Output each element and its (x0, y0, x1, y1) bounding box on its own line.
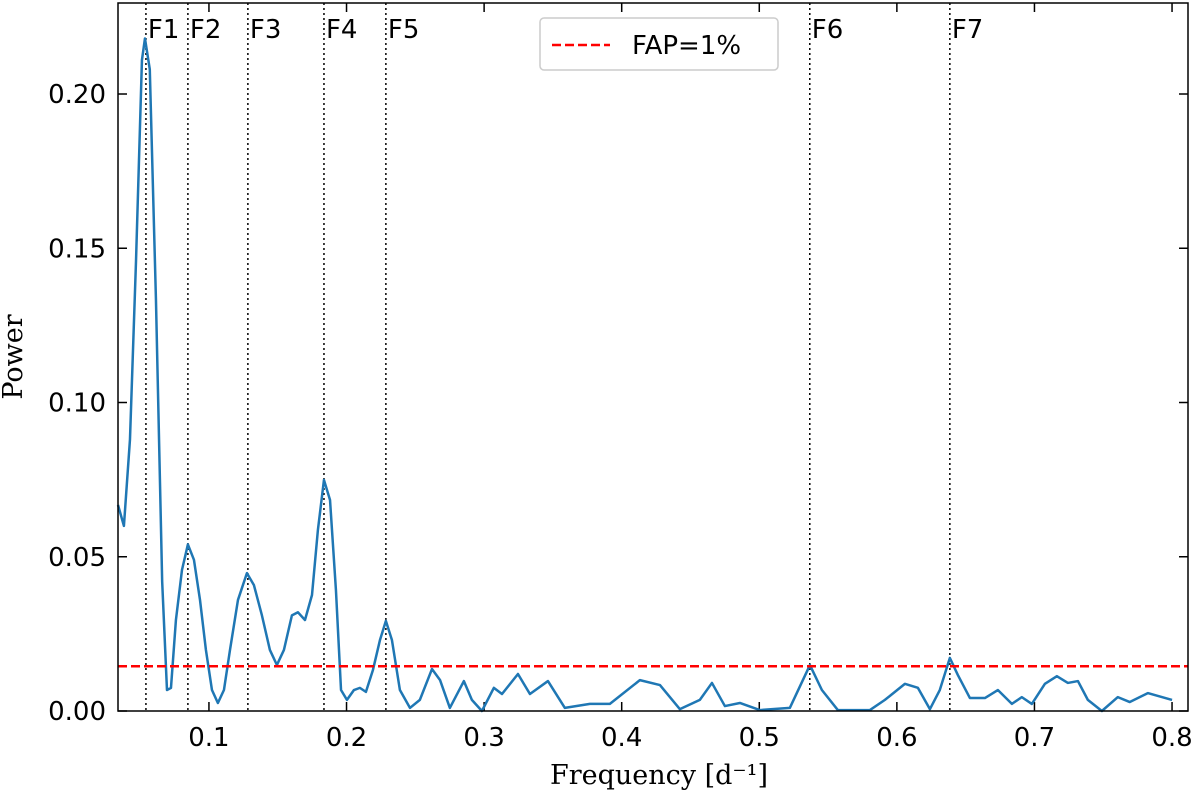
y-tick-label: 0.20 (48, 80, 106, 110)
x-tick-label: 0.6 (876, 723, 917, 753)
y-axis-label: Power (0, 314, 29, 399)
y-tick-label: 0.15 (48, 234, 106, 264)
marker-label: F6 (812, 15, 844, 45)
x-tick-label: 0.5 (739, 723, 780, 753)
x-tick-label: 0.7 (1014, 723, 1055, 753)
marker-label: F3 (250, 15, 282, 45)
y-tick-label: 0.00 (48, 697, 106, 727)
marker-label: F2 (190, 15, 222, 45)
x-axis-label: Frequency [d⁻¹] (550, 760, 768, 791)
legend-label: FAP=1% (632, 31, 741, 61)
plot-frame (117, 2, 1189, 712)
x-tick-label: 0.1 (188, 723, 229, 753)
x-tick-label: 0.3 (463, 723, 504, 753)
legend-box (539, 17, 779, 71)
marker-label: F1 (148, 15, 180, 45)
x-tick-label: 0.4 (601, 723, 642, 753)
series-line (116, 37, 1173, 713)
marker-label: F7 (952, 15, 984, 45)
marker-label: F5 (388, 15, 420, 45)
y-tick-label: 0.05 (48, 543, 106, 573)
y-tick-label: 0.10 (48, 389, 106, 419)
x-tick-label: 0.2 (326, 723, 367, 753)
x-tick-label: 0.8 (1151, 723, 1192, 753)
marker-label: F4 (326, 15, 358, 45)
